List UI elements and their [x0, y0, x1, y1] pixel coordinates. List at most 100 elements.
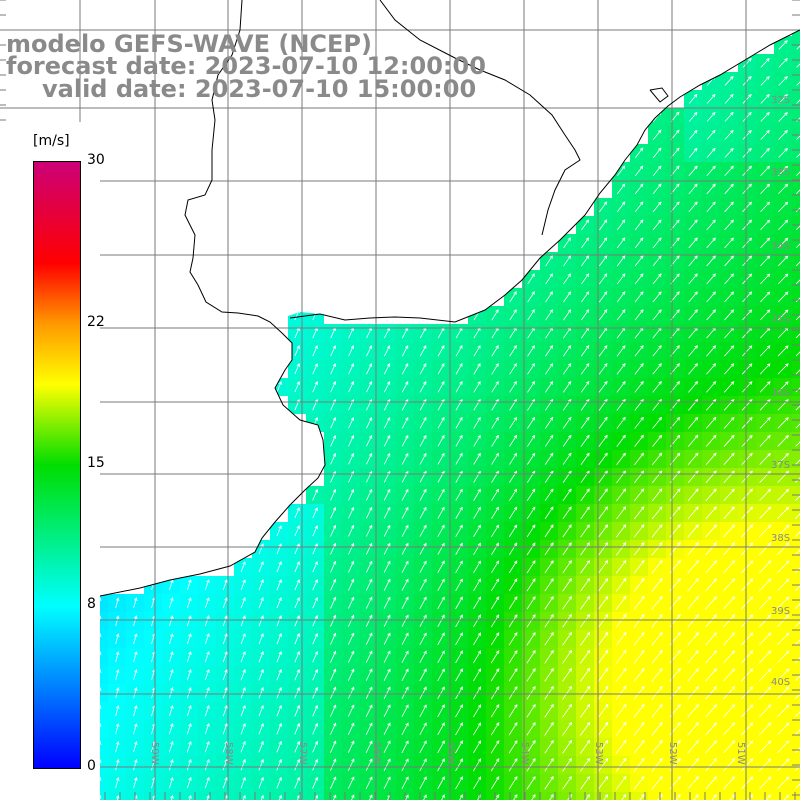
wind-arrow [258, 597, 264, 609]
wind-arrow [527, 291, 535, 303]
wind-arrow [777, 452, 789, 465]
wind-arrow [795, 441, 800, 447]
wind-arrow [115, 669, 120, 681]
wind-arrow [419, 704, 427, 718]
wind-arrow [634, 380, 644, 393]
wind-arrow [473, 542, 481, 555]
wind-arrow [616, 416, 626, 429]
wind-arrow [705, 650, 717, 664]
wind-speed-cell [792, 90, 800, 108]
wind-arrow [222, 776, 228, 789]
wind-arrow [330, 632, 337, 645]
wind-arrow [294, 668, 300, 681]
wind-arrow [437, 452, 445, 465]
wind-arrow [794, 585, 800, 592]
wind-arrow [544, 614, 554, 628]
wind-arrow [333, 794, 337, 800]
wind-arrow [294, 740, 300, 753]
wind-arrow [509, 380, 517, 393]
wind-arrow [168, 758, 174, 771]
wind-arrow [616, 380, 626, 393]
wind-arrow [330, 416, 337, 429]
wind-arrow [276, 597, 282, 609]
wind-arrow [508, 578, 518, 592]
wind-arrow [509, 452, 517, 465]
wind-arrow [260, 794, 264, 800]
wind-arrow [706, 147, 716, 158]
wind-arrow [776, 704, 790, 718]
wind-arrow [491, 488, 499, 501]
wind-speed-cell [792, 684, 800, 702]
wind-speed-cell [162, 792, 180, 800]
wind-arrow [598, 291, 608, 303]
wind-arrow [437, 488, 445, 501]
wind-arrow [615, 775, 627, 790]
wind-arrow [490, 596, 500, 610]
wind-arrow [490, 632, 500, 646]
colorbar-label: 22 [87, 313, 105, 330]
wind-arrow [276, 579, 282, 591]
wind-arrow [330, 434, 337, 447]
wind-arrow [312, 543, 318, 555]
wind-arrow [580, 470, 590, 484]
wind-arrow [455, 686, 463, 700]
wind-arrow [724, 219, 734, 231]
wind-arrow [705, 542, 717, 556]
wind-speed-cell [702, 792, 720, 800]
wind-arrow [455, 704, 463, 718]
wind-arrow [365, 488, 373, 501]
wind-arrow [616, 434, 626, 447]
wind-arrow [741, 578, 754, 592]
wind-arrow [794, 783, 800, 790]
wind-arrow [419, 345, 427, 357]
wind-arrow [348, 560, 355, 573]
wind-arrow [706, 183, 716, 195]
wind-arrow [204, 740, 210, 753]
wind-arrow [776, 668, 790, 682]
wind-arrow [276, 740, 282, 753]
wind-arrow [549, 794, 554, 800]
wind-arrow [133, 687, 138, 699]
wind-arrow [705, 560, 717, 574]
wind-arrow [455, 506, 463, 519]
wind-arrow [778, 183, 789, 194]
wind-arrow [724, 111, 734, 122]
wind-arrow [795, 279, 800, 285]
wind-arrow [598, 237, 608, 249]
wind-speed-cell [792, 252, 800, 270]
wind-arrow [186, 597, 192, 609]
wind-arrow [562, 649, 572, 664]
wind-arrow [365, 578, 373, 591]
wind-arrow [759, 722, 772, 736]
wind-arrow [526, 650, 536, 664]
wind-arrow [312, 597, 318, 609]
wind-arrow [437, 542, 445, 555]
wind-arrow [562, 775, 572, 790]
wind-arrow [706, 201, 716, 213]
wind-arrow [776, 650, 790, 664]
colorbar-label: 15 [87, 455, 105, 471]
wind-arrow [562, 416, 572, 429]
wind-arrow [383, 776, 391, 790]
wind-arrow [490, 776, 500, 790]
wind-arrow [580, 649, 591, 664]
wind-arrow [258, 615, 264, 627]
wind-arrow [347, 722, 355, 735]
wind-arrow [508, 632, 518, 646]
wind-arrow [687, 614, 699, 628]
wind-arrow [222, 705, 228, 717]
wind-arrow [330, 542, 337, 555]
wind-arrow [741, 650, 754, 664]
wind-arrow [419, 614, 427, 627]
wind-arrow [473, 650, 482, 664]
wind-arrow [204, 776, 210, 789]
wind-arrow [473, 470, 481, 483]
wind-arrow [544, 452, 554, 465]
wind-arrow [580, 380, 590, 393]
wind-arrow [598, 488, 608, 502]
wind-arrow [526, 596, 536, 610]
wind-arrow [278, 794, 282, 800]
wind-arrow [437, 650, 445, 664]
wind-arrow [759, 345, 771, 357]
wind-speed-cell [792, 792, 800, 800]
